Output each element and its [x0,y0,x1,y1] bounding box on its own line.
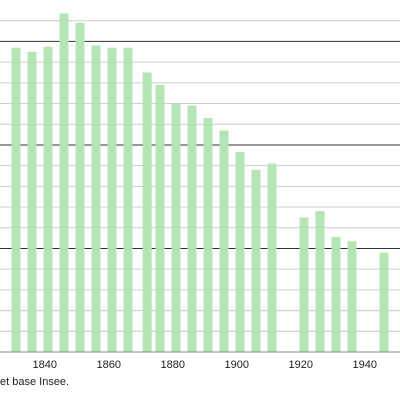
bar-1921 [299,217,309,352]
x-tick-label: 1900 [225,359,249,371]
bar-1841 [43,46,53,353]
bar-1876 [155,84,165,353]
bar-1946 [379,252,389,352]
bar-1831 [11,47,21,352]
bar-1886 [187,105,197,352]
bar-1866 [123,47,133,352]
bar-1926 [315,211,325,352]
bar-1931 [331,237,341,352]
x-tick-label: 1880 [161,359,185,371]
bar-1881 [171,103,181,352]
x-tick-label: 1920 [289,359,313,371]
x-axis-ticks: 1840 1860 1880 1900 1920 1940 [33,359,377,371]
bar-1936 [347,241,357,352]
bar-1836 [27,51,37,352]
x-tick-label: 1840 [33,359,57,371]
x-tick-label: 1860 [97,359,121,371]
bar-1906 [251,169,261,352]
bar-1872 [142,72,152,353]
bar-1891 [203,118,213,352]
bar-1901 [235,152,245,352]
bar-1896 [219,130,229,352]
bar-1851 [75,22,85,353]
source-note: et base Insee. [0,376,70,388]
x-tick-label: 1940 [353,359,377,371]
bar-1861 [107,47,117,352]
bar-1846 [59,13,69,352]
bar-1856 [91,45,101,352]
bars [11,13,389,353]
bar-1911 [267,163,277,352]
